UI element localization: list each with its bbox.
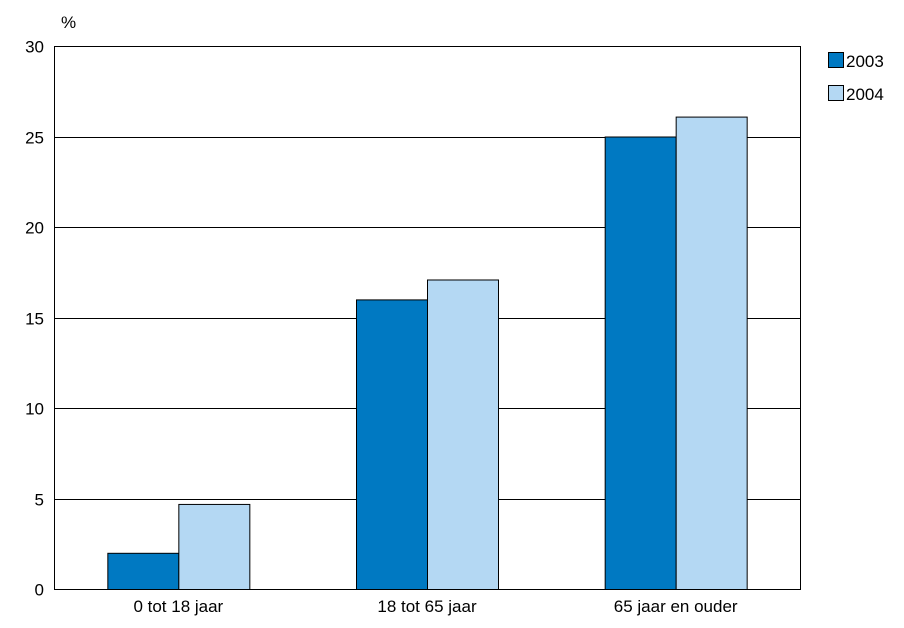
bar-2003-0 (107, 552, 180, 590)
legend-label-2003: 2003 (846, 52, 884, 71)
x-axis-ticks: 0 tot 18 jaar 18 tot 65 jaar 65 jaar en ou… (133, 597, 737, 616)
x-tick-label: 65 jaar en ouder (614, 597, 738, 616)
bar-2004-0 (178, 503, 251, 590)
x-tick-label: 18 tot 65 jaar (377, 597, 477, 616)
y-tick-label: 30 (25, 38, 44, 57)
legend-swatch-2003 (828, 52, 844, 68)
bar-2004-2 (675, 116, 748, 590)
bar-2003-2 (604, 136, 677, 590)
y-tick-label: 5 (35, 491, 44, 510)
x-tick-label: 0 tot 18 jaar (133, 597, 223, 616)
y-tick-label: 20 (25, 219, 44, 238)
y-tick-label: 0 (35, 581, 44, 600)
plot-frame (54, 46, 801, 590)
y-tick-label: 10 (25, 400, 44, 419)
y-axis-label: % (61, 13, 76, 32)
bars (107, 116, 748, 590)
bar-2004-1 (427, 279, 499, 590)
y-axis-ticks: 0 5 10 15 20 25 30 (25, 38, 44, 600)
legend: 2003 2004 (828, 52, 884, 104)
legend-label-2004: 2004 (846, 85, 884, 104)
y-tick-label: 15 (25, 310, 44, 329)
bar-2003-1 (356, 299, 428, 590)
y-tick-label: 25 (25, 129, 44, 148)
legend-swatch-2004 (828, 85, 844, 101)
